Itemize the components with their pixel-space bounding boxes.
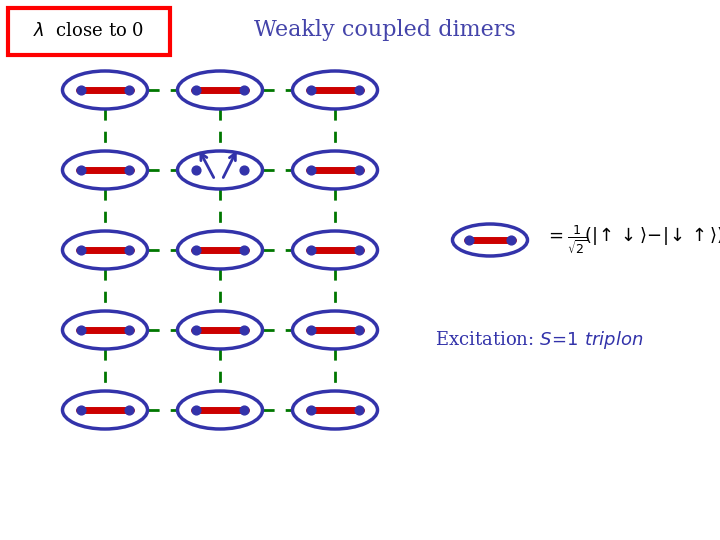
Point bbox=[353, 86, 364, 94]
Point bbox=[353, 166, 364, 174]
Point bbox=[238, 326, 250, 334]
Bar bbox=[8, 8, 170, 55]
Point bbox=[123, 246, 135, 254]
Point bbox=[305, 406, 317, 414]
Point bbox=[123, 166, 135, 174]
Point bbox=[238, 406, 250, 414]
Point bbox=[305, 246, 317, 254]
Point bbox=[353, 246, 364, 254]
Point bbox=[190, 246, 202, 254]
Text: $=\frac{1}{\sqrt{2}}\!\left(|\!\uparrow\downarrow\rangle\!-\!|\!\downarrow\uparr: $=\frac{1}{\sqrt{2}}\!\left(|\!\uparrow\… bbox=[545, 224, 720, 256]
Point bbox=[123, 86, 135, 94]
Point bbox=[353, 406, 364, 414]
Point bbox=[190, 166, 202, 174]
Point bbox=[123, 326, 135, 334]
Text: $\lambda$  close to 0: $\lambda$ close to 0 bbox=[33, 23, 145, 40]
Point bbox=[76, 86, 87, 94]
Point bbox=[190, 326, 202, 334]
Point bbox=[190, 86, 202, 94]
Point bbox=[76, 246, 87, 254]
Point bbox=[76, 166, 87, 174]
Point bbox=[76, 406, 87, 414]
Text: Weakly coupled dimers: Weakly coupled dimers bbox=[254, 19, 516, 41]
Point bbox=[123, 406, 135, 414]
Text: Excitation: $S\!=\!1$ $\mathbf{\mathit{triplon}}$: Excitation: $S\!=\!1$ $\mathbf{\mathit{t… bbox=[435, 329, 643, 351]
Point bbox=[238, 166, 250, 174]
Point bbox=[305, 86, 317, 94]
Point bbox=[305, 166, 317, 174]
Point bbox=[505, 235, 517, 244]
Point bbox=[190, 406, 202, 414]
Point bbox=[76, 326, 87, 334]
Point bbox=[238, 246, 250, 254]
Point bbox=[305, 326, 317, 334]
Point bbox=[238, 86, 250, 94]
Point bbox=[353, 326, 364, 334]
Point bbox=[463, 235, 474, 244]
